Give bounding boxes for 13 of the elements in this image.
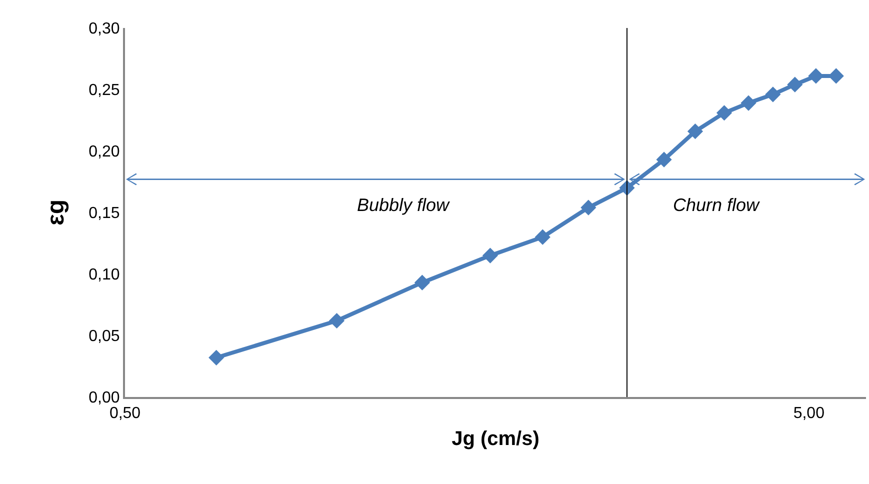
y-tick-label: 0,00 bbox=[88, 390, 120, 407]
annotation: Bubbly flow bbox=[357, 195, 450, 215]
y-tick-label: 0,25 bbox=[88, 82, 120, 100]
x-tick-label: 0,50 bbox=[109, 405, 141, 422]
y-tick-label: 0,30 bbox=[88, 20, 120, 38]
y-tick-label: 0,05 bbox=[88, 328, 120, 346]
x-axis-title: Jg (cm/s) bbox=[452, 428, 540, 450]
y-tick-label: 0,15 bbox=[88, 205, 120, 222]
y-axis-title: εg bbox=[42, 199, 70, 226]
x-tick-label: 5,00 bbox=[793, 405, 825, 422]
annotation: Churn flow bbox=[673, 195, 760, 215]
y-tick-label: 0,10 bbox=[88, 266, 120, 284]
y-tick-label: 0,20 bbox=[88, 144, 120, 161]
